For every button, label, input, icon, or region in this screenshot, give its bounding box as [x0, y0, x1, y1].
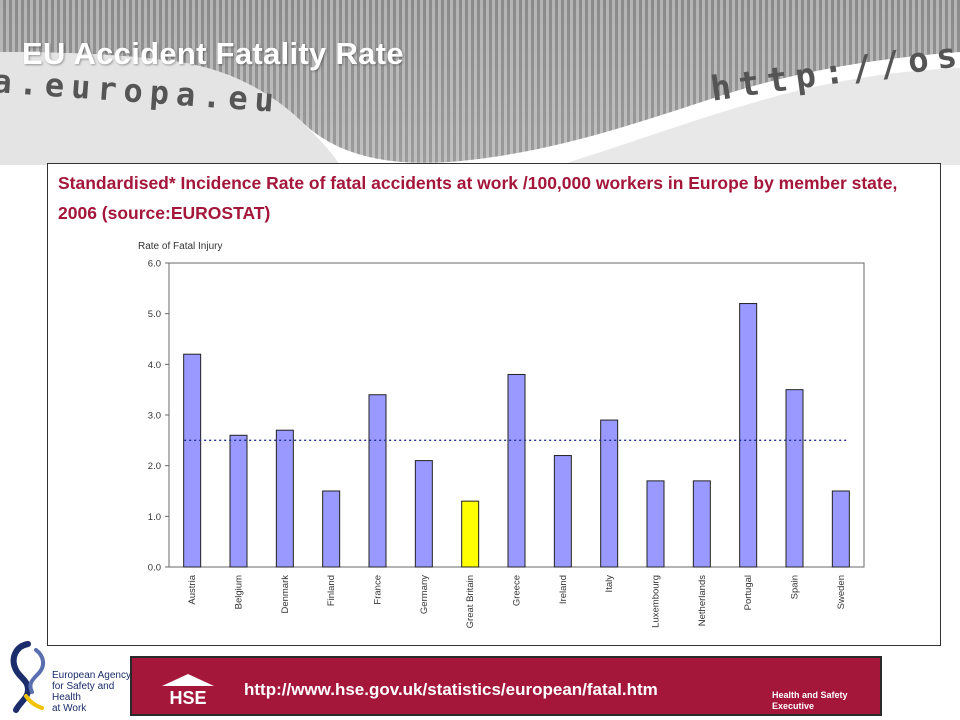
bar: [785, 389, 804, 568]
bar: [414, 460, 433, 568]
y-tick-label: 4.0: [148, 360, 161, 371]
x-tick-label: France: [373, 575, 384, 605]
y-tick-label: 3.0: [148, 411, 161, 422]
x-tick-label: Greece: [512, 575, 523, 606]
x-tick-label: Ireland: [558, 575, 569, 604]
hse-name-line: Health and Safety: [772, 690, 848, 700]
bar: [507, 373, 526, 568]
bar: [461, 500, 480, 568]
hse-footer-bar: HSE http://www.hse.gov.uk/statistics/eur…: [130, 656, 882, 716]
x-tick-label: Finland: [326, 575, 337, 606]
banner-background: [0, 0, 960, 165]
header-banner: EU Accident Fatality Rate a.europa.eu ht…: [0, 0, 960, 165]
bar: [646, 480, 665, 568]
x-tick-label: Denmark: [280, 575, 291, 614]
bar: [275, 429, 294, 568]
x-tick-label: Sweden: [836, 575, 847, 609]
y-tick-label: 1.0: [148, 512, 161, 523]
hse-logo: HSE: [162, 674, 214, 706]
x-tick-label: Belgium: [234, 575, 245, 609]
x-tick-label: Netherlands: [697, 575, 708, 626]
bar: [322, 490, 341, 568]
x-tick-label: Portugal: [743, 575, 754, 610]
y-tick-label: 0.0: [148, 563, 161, 574]
bar: [692, 480, 711, 568]
x-tick-label: Italy: [604, 575, 615, 593]
agency-line: European Agency: [52, 670, 131, 681]
agency-name: European Agency for Safety and Health at…: [52, 670, 132, 714]
y-tick-label: 2.0: [148, 461, 161, 472]
x-tick-label: Luxembourg: [651, 575, 662, 628]
bar: [600, 419, 619, 568]
bar: [739, 303, 758, 568]
x-tick-label: Spain: [790, 575, 801, 599]
bar: [831, 490, 850, 568]
y-tick-label: 5.0: [148, 309, 161, 320]
eu-osha-logo: [10, 641, 45, 713]
agency-line: for Safety and Health: [52, 681, 115, 703]
bar: [183, 353, 202, 568]
source-link[interactable]: http://www.hse.gov.uk/statistics/europea…: [244, 680, 658, 699]
bar: [229, 434, 248, 568]
hse-name: Health and Safety Executive: [772, 690, 872, 712]
bar: [368, 394, 387, 568]
hse-name-line: Executive: [772, 701, 815, 711]
slide-title: EU Accident Fatality Rate: [22, 36, 404, 71]
bar: [553, 455, 572, 568]
chart-title: Standardised* Incidence Rate of fatal ac…: [58, 173, 898, 223]
hse-logo-text: HSE: [169, 688, 206, 706]
agency-line: at Work: [52, 703, 87, 714]
x-tick-label: Germany: [419, 575, 430, 614]
y-axis-label: Rate of Fatal Injury: [138, 241, 222, 252]
x-tick-label: Austria: [187, 574, 198, 604]
x-tick-label: Great Britain: [465, 575, 476, 628]
y-tick-label: 6.0: [148, 259, 161, 270]
